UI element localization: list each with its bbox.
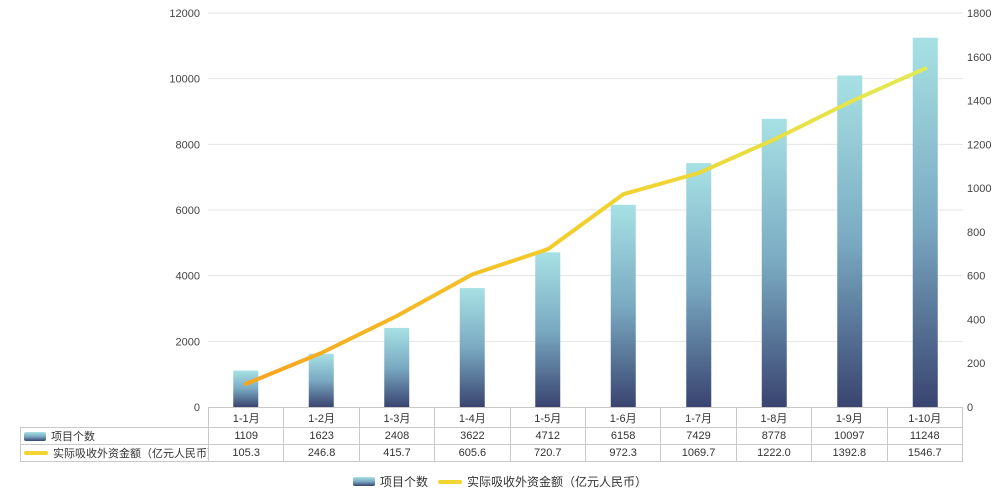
table-header-cell: 1-2月	[283, 407, 360, 428]
series-name-label: 项目个数	[51, 431, 95, 443]
table-value-cell: 972.3	[584, 444, 662, 462]
bar-1-7月[interactable]	[686, 163, 712, 407]
table-value-cell: 8778	[735, 427, 813, 445]
table-row-label: 项目个数	[20, 427, 209, 445]
table-header-cell: 1-10月	[886, 407, 964, 428]
table-value-cell: 246.8	[283, 444, 360, 462]
left-axis-tick-label: 12000	[169, 8, 200, 20]
table-header-cell: 1-4月	[434, 407, 511, 428]
right-axis-tick-label: 200	[967, 358, 985, 370]
table-value-cell: 105.3	[207, 444, 285, 462]
table-value-cell: 1069.7	[660, 444, 737, 462]
series-name-label: 实际吸收外资金额（亿元人民币）	[53, 448, 209, 460]
bar-1-5月[interactable]	[535, 252, 561, 407]
table-header-cell: 1-6月	[584, 407, 662, 428]
right-axis-tick-label: 1600	[967, 52, 991, 64]
left-axis-tick-label: 6000	[176, 205, 200, 217]
table-header-cell: 1-3月	[358, 407, 436, 428]
right-axis-tick-label: 1400	[967, 96, 991, 108]
table-value-cell: 4712	[509, 427, 586, 445]
line-series-swatch-icon	[24, 451, 48, 455]
table-value-cell: 1623	[283, 427, 360, 445]
table-row: 项目个数 1109 1623 2408 3622 4712 6158 7429 8778 1009…	[20, 427, 964, 445]
right-axis-tick-label: 1200	[967, 139, 991, 151]
table-value-cell: 3622	[434, 427, 511, 445]
table-value-cell: 6158	[584, 427, 662, 445]
table-value-cell: 1392.8	[811, 444, 888, 462]
legend-item-investment[interactable]: 实际吸收外资金额（亿元人民币）	[438, 473, 647, 490]
right-axis-tick-label: 600	[967, 271, 985, 283]
bar-1-4月[interactable]	[459, 288, 485, 407]
table-row-label: 实际吸收外资金额（亿元人民币）	[20, 444, 209, 462]
table-value-cell: 415.7	[358, 444, 436, 462]
table-header-cell: 1-1月	[207, 407, 285, 428]
table-value-cell: 1222.0	[735, 444, 813, 462]
left-axis-tick-label: 10000	[169, 74, 200, 86]
bar-1-3月[interactable]	[384, 327, 410, 407]
bar-series-swatch-icon	[352, 477, 375, 486]
right-axis-tick-label: 400	[967, 314, 985, 326]
combo-chart-plot: 0 2000 4000 6000 8000 10000 12000 0 200 400 600 800…	[169, 8, 991, 414]
right-axis-tick-label: 800	[967, 227, 985, 239]
table-value-cell: 1546.7	[886, 444, 964, 462]
bar-1-9月[interactable]	[837, 75, 863, 407]
left-axis-tick-label: 8000	[176, 139, 200, 151]
table-value-cell: 720.7	[509, 444, 586, 462]
line-investment-series[interactable]	[243, 66, 928, 386]
legend-label-investment: 实际吸收外资金额（亿元人民币）	[467, 475, 648, 489]
table-header-cell: 1-7月	[660, 407, 737, 428]
table-header-cell: 1-9月	[811, 407, 888, 428]
bar-1-10月[interactable]	[912, 37, 938, 407]
table-header-cell: 1-5月	[509, 407, 586, 428]
table-value-cell: 7429	[660, 427, 737, 445]
legend-label-projects: 项目个数	[379, 475, 428, 489]
left-axis-tick-label: 2000	[176, 336, 200, 348]
table-value-cell: 2408	[358, 427, 436, 445]
right-axis-tick-label: 0	[967, 402, 973, 414]
line-series-swatch-icon	[438, 479, 462, 484]
chart-legend: 项目个数 实际吸收外资金额（亿元人民币）	[0, 473, 1000, 490]
data-table: 1-1月 1-2月 1-3月 1-4月 1-5月 1-6月 1-7月 1-8月 1-9月 1-10…	[20, 407, 964, 462]
left-axis-tick-label: 4000	[176, 271, 200, 283]
legend-item-projects[interactable]: 项目个数	[352, 473, 428, 490]
bar-1-8月[interactable]	[761, 118, 787, 407]
table-header-cell: 1-8月	[735, 407, 813, 428]
table-value-cell: 10097	[811, 427, 888, 445]
bar-1-1月[interactable]	[233, 370, 259, 407]
bar-1-6月[interactable]	[610, 204, 636, 407]
right-axis-tick-label: 1800	[967, 8, 991, 20]
bar-series-swatch-icon	[24, 432, 46, 441]
bar-1-2月[interactable]	[308, 353, 334, 407]
left-axis-tick-label: 0	[194, 402, 200, 414]
right-axis-tick-label: 1000	[967, 183, 991, 195]
table-value-cell: 1109	[207, 427, 285, 445]
table-value-cell: 605.6	[434, 444, 511, 462]
table-row: 实际吸收外资金额（亿元人民币） 105.3 246.8 415.7 605.6 720.7…	[20, 444, 964, 462]
table-corner-blank	[21, 408, 209, 428]
table-value-cell: 11248	[886, 427, 964, 445]
